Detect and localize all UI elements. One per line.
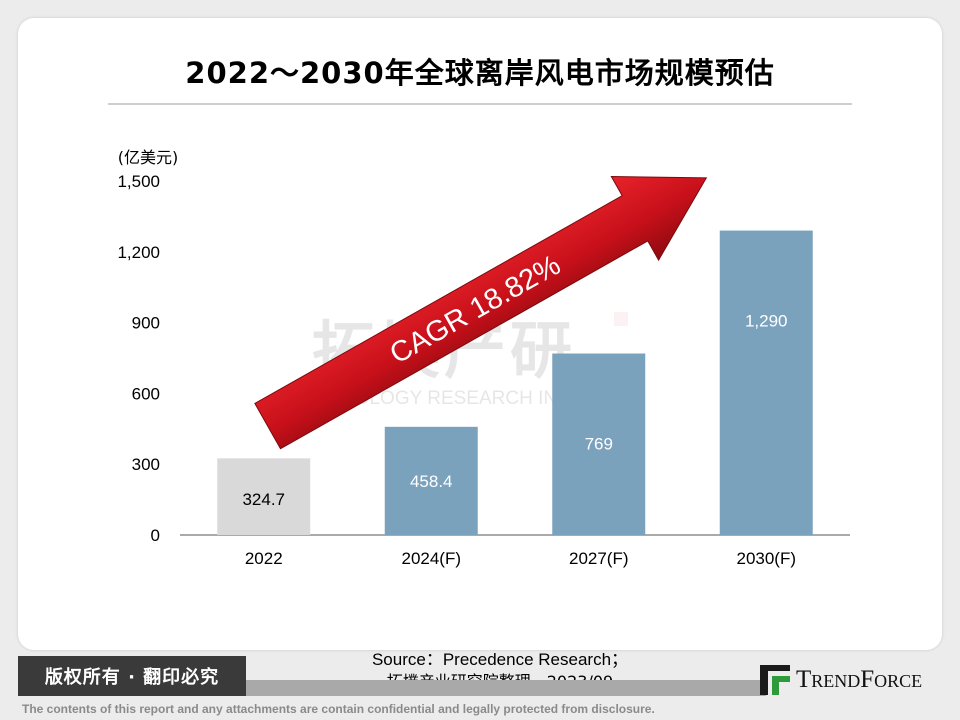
disclaimer: The contents of this report and any atta… <box>22 702 655 716</box>
x-tick-label: 2030(F) <box>736 549 796 568</box>
y-tick-label: 300 <box>132 455 160 474</box>
x-tick-label: 2027(F) <box>569 549 629 568</box>
bar <box>552 353 646 535</box>
source-line-1: Source：Precedence Research； <box>371 650 629 669</box>
cagr-arrow-shape <box>254 175 708 450</box>
y-tick-label: 1,200 <box>117 243 160 262</box>
y-tick-label: 900 <box>132 314 160 333</box>
logo-text: TrendForce <box>796 666 923 693</box>
cagr-label: CAGR 18.82% <box>385 249 566 371</box>
footer-band <box>246 680 766 696</box>
copyright-badge: 版权所有 · 翻印必究 <box>18 656 246 696</box>
bar-value-label: 1,290 <box>745 312 788 331</box>
x-tick-label: 2024(F) <box>401 549 461 568</box>
y-tick-label: 1,500 <box>117 172 160 191</box>
cagr-arrow: CAGR 18.82% <box>254 175 708 450</box>
bar-value-label: 458.4 <box>410 472 453 491</box>
trendforce-logo-icon <box>760 665 790 695</box>
y-tick-label: 600 <box>132 384 160 403</box>
x-tick-label: 2022 <box>245 549 283 568</box>
bar-value-label: 324.7 <box>242 490 285 509</box>
bar <box>384 426 478 535</box>
bar-value-label: 769 <box>585 435 613 454</box>
y-tick-label: 0 <box>151 526 160 545</box>
trendforce-logo: TrendForce <box>760 660 950 700</box>
title-divider <box>108 103 852 105</box>
bar <box>217 458 311 535</box>
bar <box>719 230 813 535</box>
page-title: 2022～2030年全球离岸风电市场规模预估 <box>185 56 775 90</box>
y-unit-label: (亿美元) <box>118 148 179 167</box>
